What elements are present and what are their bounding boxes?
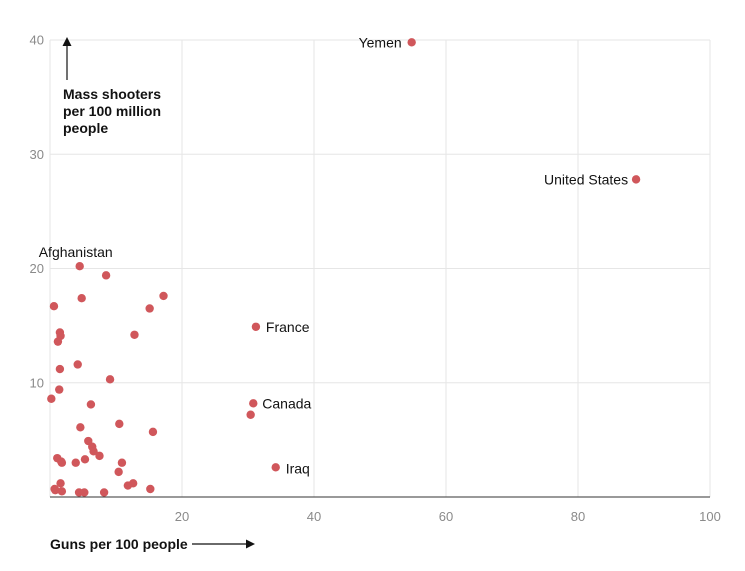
x-tick-label: 80 [571,509,585,524]
data-point [51,485,60,495]
data-point [246,410,255,419]
y-axis-label-line: people [63,120,108,136]
axis-ticks: 20 40 60 80 100 10 20 30 40 [30,33,721,525]
data-point [47,394,56,403]
y-tick-label: 30 [30,147,44,162]
y-axis-arrowhead-icon [62,37,72,46]
point-label: Iraq [286,460,310,476]
point-label: Afghanistan [39,244,113,260]
data-point [101,271,111,280]
data-point [57,458,67,467]
point-label: France [266,319,310,335]
data-point [73,360,82,369]
data-point [114,467,123,477]
data-point [55,364,65,374]
data-point [53,337,63,346]
data-point [148,427,158,437]
point-label: Yemen [359,34,402,50]
point-label: Canada [262,395,311,411]
data-point [407,38,416,47]
data-point [145,304,154,313]
x-tick-label: 60 [439,509,453,524]
data-point [271,463,280,472]
y-axis-label: Mass shooters per 100 million people [62,37,161,136]
data-point [80,455,90,464]
data-point [75,262,84,271]
data-point [56,479,65,488]
data-point [251,322,261,331]
x-axis-label: Guns per 100 people [50,536,255,552]
y-tick-label: 20 [30,261,44,276]
point-label: United States [544,171,628,187]
data-point [89,447,98,456]
point-labels: Yemen United States Afghanistan France Canad… [39,34,628,476]
data-point [117,458,127,467]
data-point [249,399,258,408]
data-point [130,330,139,339]
data-point [99,488,109,497]
data-point [95,451,104,461]
data-point [57,487,67,496]
data-point [115,419,124,429]
data-point [76,423,85,432]
y-axis-label-line: per 100 million [63,103,161,119]
grid-lines [50,39,711,497]
x-axis-label-text: Guns per 100 people [50,536,188,552]
data-point [55,385,64,394]
x-tick-label: 40 [307,509,321,524]
x-tick-label: 100 [699,509,721,524]
data-point [77,294,86,303]
data-point [86,400,96,409]
data-point [71,458,80,467]
axes [49,40,710,498]
x-tick-label: 20 [175,509,189,524]
data-point [631,175,641,184]
data-point [80,488,89,497]
y-axis-label-line: Mass shooters [63,86,161,102]
data-point [123,481,133,490]
data-points [47,38,641,497]
x-axis-arrowhead-icon [246,539,255,549]
data-point [49,302,59,311]
data-point [105,375,115,384]
data-point [159,291,168,301]
y-tick-label: 40 [30,33,44,48]
data-point [146,484,155,494]
y-tick-label: 10 [30,375,44,390]
